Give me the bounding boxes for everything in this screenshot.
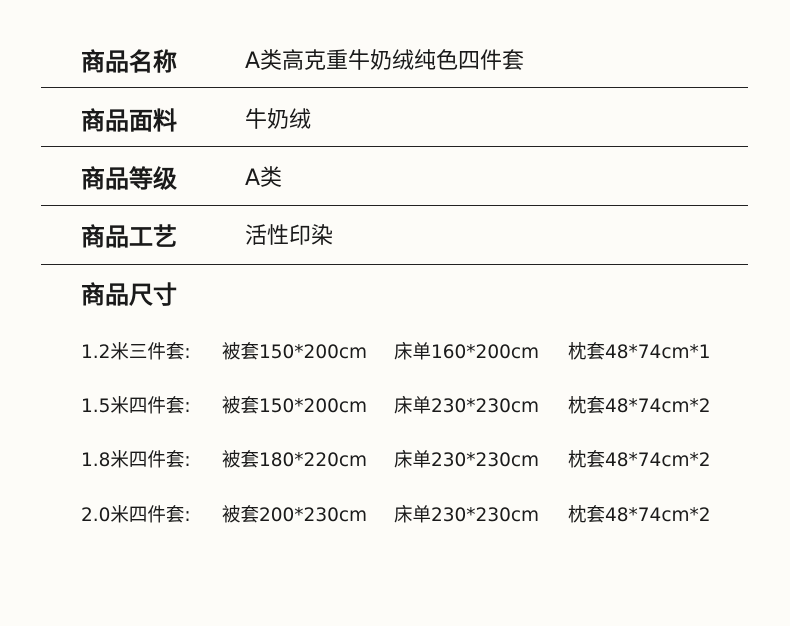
pillow-size: 枕套48*74cm*1 [568,342,711,363]
divider [41,264,748,265]
size-row: 1.5米四件套: 被套150*200cm 床单230*230cm 枕套48*74… [0,392,790,422]
spec-row-sizes: 商品尺寸 [0,275,790,315]
spec-value: A类 [245,166,283,191]
duvet-size: 被套200*230cm [222,505,368,526]
sheet-size: 床单230*230cm [394,505,540,526]
spec-label: 商品等级 [81,165,177,193]
duvet-size: 被套180*220cm [222,450,368,471]
sheet-size: 床单230*230cm [394,396,540,417]
spec-label: 商品名称 [81,48,177,76]
spec-label: 商品工艺 [81,223,177,251]
divider [41,146,748,147]
spec-row-grade: 商品等级 A类 [0,159,790,199]
size-name: 2.0米四件套: [81,505,191,526]
spec-value: A类高克重牛奶绒纯色四件套 [245,49,525,74]
size-name: 1.5米四件套: [81,396,191,417]
spec-row-fabric: 商品面料 牛奶绒 [0,101,790,141]
spec-label: 商品尺寸 [81,281,177,309]
size-name: 1.8米四件套: [81,450,191,471]
spec-value: 活性印染 [245,224,334,249]
size-row: 1.2米三件套: 被套150*200cm 床单160*200cm 枕套48*74… [0,338,790,368]
sheet-size: 床单160*200cm [394,342,540,363]
spec-row-process: 商品工艺 活性印染 [0,217,790,257]
size-name: 1.2米三件套: [81,342,191,363]
pillow-size: 枕套48*74cm*2 [568,450,711,471]
spec-row-name: 商品名称 A类高克重牛奶绒纯色四件套 [0,42,790,82]
pillow-size: 枕套48*74cm*2 [568,505,711,526]
size-row: 2.0米四件套: 被套200*230cm 床单230*230cm 枕套48*74… [0,501,790,531]
duvet-size: 被套150*200cm [222,342,368,363]
size-row: 1.8米四件套: 被套180*220cm 床单230*230cm 枕套48*74… [0,446,790,476]
duvet-size: 被套150*200cm [222,396,368,417]
sheet-size: 床单230*230cm [394,450,540,471]
pillow-size: 枕套48*74cm*2 [568,396,711,417]
spec-value: 牛奶绒 [245,108,312,133]
divider [41,87,748,88]
spec-label: 商品面料 [81,107,177,135]
divider [41,205,748,206]
